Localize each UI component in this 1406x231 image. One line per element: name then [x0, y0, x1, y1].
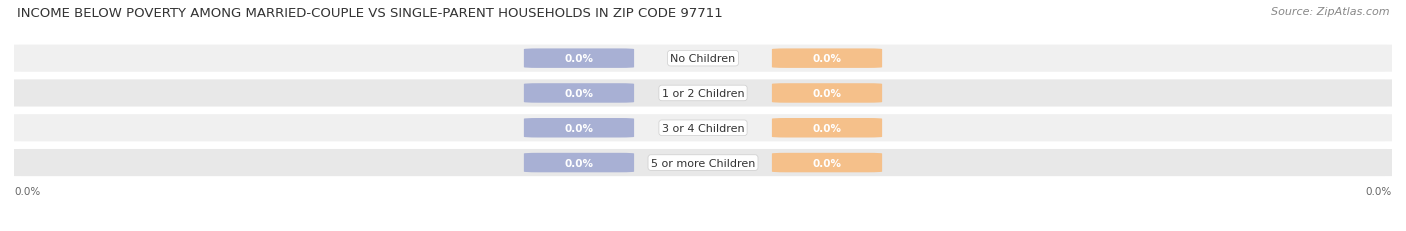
Text: 0.0%: 0.0% — [1365, 186, 1392, 196]
FancyBboxPatch shape — [524, 153, 634, 173]
FancyBboxPatch shape — [0, 148, 1406, 177]
Text: 0.0%: 0.0% — [813, 158, 842, 168]
Text: 5 or more Children: 5 or more Children — [651, 158, 755, 168]
Text: INCOME BELOW POVERTY AMONG MARRIED-COUPLE VS SINGLE-PARENT HOUSEHOLDS IN ZIP COD: INCOME BELOW POVERTY AMONG MARRIED-COUPL… — [17, 7, 723, 20]
Text: No Children: No Children — [671, 54, 735, 64]
FancyBboxPatch shape — [772, 49, 882, 69]
FancyBboxPatch shape — [772, 153, 882, 173]
Text: 0.0%: 0.0% — [564, 123, 593, 133]
Text: 0.0%: 0.0% — [564, 88, 593, 99]
Text: 0.0%: 0.0% — [813, 88, 842, 99]
Text: 0.0%: 0.0% — [813, 54, 842, 64]
Text: 0.0%: 0.0% — [564, 158, 593, 168]
FancyBboxPatch shape — [524, 119, 634, 138]
FancyBboxPatch shape — [0, 114, 1406, 143]
Text: 3 or 4 Children: 3 or 4 Children — [662, 123, 744, 133]
Text: Source: ZipAtlas.com: Source: ZipAtlas.com — [1271, 7, 1389, 17]
Text: 0.0%: 0.0% — [14, 186, 41, 196]
Text: 0.0%: 0.0% — [813, 123, 842, 133]
FancyBboxPatch shape — [524, 49, 634, 69]
FancyBboxPatch shape — [772, 84, 882, 103]
FancyBboxPatch shape — [0, 44, 1406, 73]
FancyBboxPatch shape — [0, 79, 1406, 108]
Text: 0.0%: 0.0% — [564, 54, 593, 64]
FancyBboxPatch shape — [772, 119, 882, 138]
FancyBboxPatch shape — [524, 84, 634, 103]
Text: 1 or 2 Children: 1 or 2 Children — [662, 88, 744, 99]
